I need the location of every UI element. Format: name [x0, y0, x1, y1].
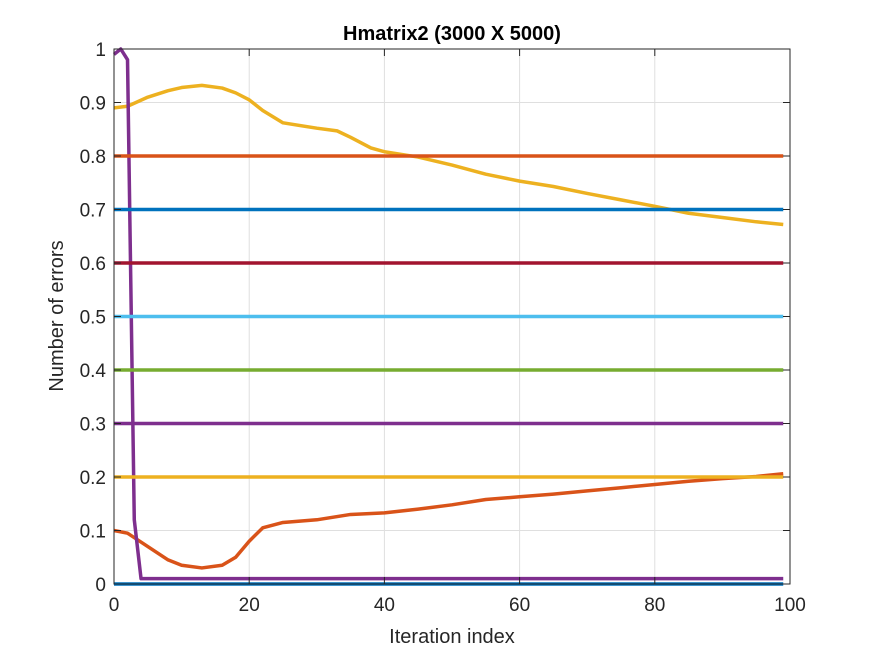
- x-tick-label: 0: [109, 595, 120, 616]
- x-tick-label: 100: [774, 595, 806, 616]
- x-tick-label: 60: [509, 595, 530, 616]
- series-layer: [112, 47, 784, 586]
- y-tick-label: 0.7: [80, 201, 106, 222]
- y-tick-label: 0.9: [80, 94, 106, 115]
- y-tick-label: 0.3: [80, 415, 106, 436]
- chart-title: Hmatrix2 (3000 X 5000): [343, 23, 561, 45]
- x-tick-label: 20: [239, 595, 260, 616]
- series-line-4: [112, 47, 784, 581]
- y-tick-label: 0.8: [80, 147, 106, 168]
- x-tick-label: 80: [644, 595, 665, 616]
- series-line-2: [113, 472, 784, 570]
- y-tick-label: 0.4: [80, 361, 107, 382]
- x-tick-label: 40: [374, 595, 395, 616]
- y-tick-label: 0.6: [80, 254, 106, 275]
- y-axis-label: Number of errors: [46, 240, 68, 391]
- y-tick-label: 0.1: [80, 522, 106, 543]
- x-axis-label: Iteration index: [389, 626, 515, 648]
- series-line-3: [113, 83, 784, 227]
- y-tick-label: 0: [95, 575, 106, 596]
- y-tick-label: 0.2: [80, 468, 106, 489]
- tick-layer: 0 20 40 60 80 100 0 0.1 0.2 0.3 0.4 0.5 0.6 0.7 0.8 0.9…: [80, 40, 806, 616]
- y-tick-label: 0.5: [80, 308, 106, 329]
- y-tick-label: 1: [95, 40, 106, 61]
